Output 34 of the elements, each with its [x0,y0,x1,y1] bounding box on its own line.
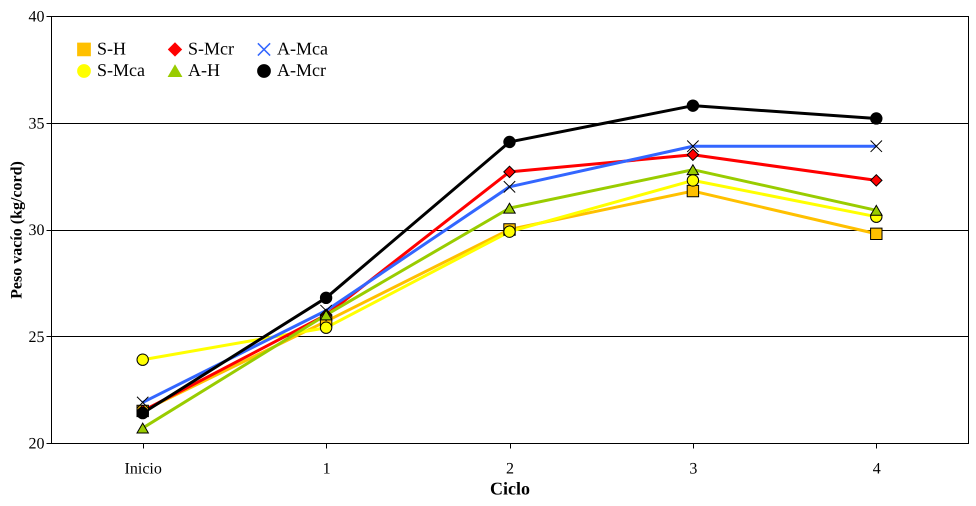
legend-label: A-H [188,60,220,80]
y-tick-label: 35 [28,115,44,132]
point [870,228,882,240]
x-tick-label: 4 [872,460,881,478]
point [870,204,882,216]
point [870,112,882,125]
x-tick-label: 1 [322,460,331,478]
point [686,184,700,198]
point [870,174,882,187]
y-tick-label: 20 [28,436,44,452]
x-tick-label: 3 [689,460,698,478]
x-axis-title: Ciclo [490,478,530,498]
y-tick-label: 30 [28,222,44,239]
legend-label: S-Mca [97,60,145,80]
x-tick-label: 2 [506,460,514,478]
point [503,136,516,148]
point [136,422,149,434]
y-tick-label: 25 [28,328,44,346]
point [503,166,516,178]
point [503,202,516,214]
point [686,99,700,112]
y-tick-label: 40 [28,8,44,26]
legend-label: A-Mca [277,38,328,58]
point [320,322,332,334]
point [320,292,332,304]
point [686,164,700,176]
x-tick-label: Inicio [124,460,162,478]
point [136,354,149,366]
legend-label: A-Mcr [277,60,326,80]
legend-label: S-Mcr [188,38,234,58]
point [686,174,700,187]
legend-label: S-H [97,38,126,58]
y-axis-title: Peso vacío (kg/cord) [8,161,26,299]
point [686,148,700,161]
